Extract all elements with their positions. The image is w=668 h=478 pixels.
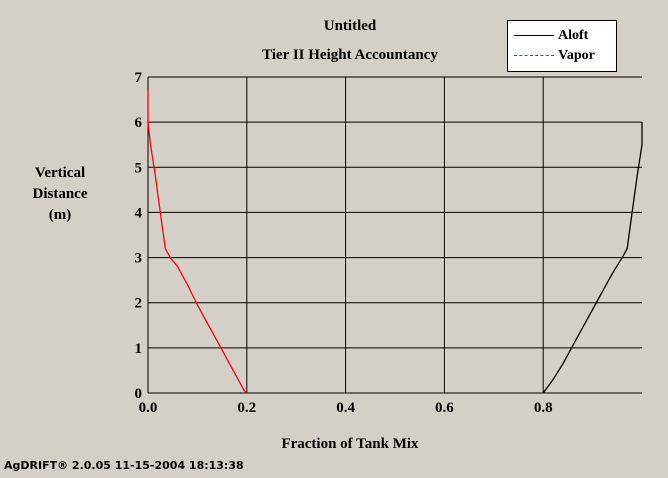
y-tick-label: 1 bbox=[135, 341, 143, 357]
x-tick-label: 0.2 bbox=[237, 400, 256, 416]
plot-background bbox=[148, 77, 642, 393]
legend-swatch-vapor bbox=[514, 55, 554, 56]
legend: Aloft Vapor bbox=[507, 20, 617, 72]
x-tick-label: 0.8 bbox=[534, 400, 553, 416]
legend-label-aloft: Aloft bbox=[558, 28, 589, 43]
y-tick-label: 4 bbox=[135, 205, 143, 221]
y-tick-label: 3 bbox=[135, 251, 143, 267]
y-tick-label: 0 bbox=[135, 386, 143, 402]
y-axis-label-line-1: Vertical bbox=[34, 165, 86, 181]
y-tick-label: 7 bbox=[135, 70, 143, 86]
y-axis-label-line-2: Distance bbox=[32, 186, 88, 202]
chart-subtitle: Tier II Height Accountancy bbox=[262, 47, 438, 63]
y-tick-label: 6 bbox=[135, 115, 143, 131]
x-tick-label: 0.0 bbox=[139, 400, 158, 416]
legend-swatch-aloft bbox=[514, 35, 554, 36]
y-tick-label: 5 bbox=[135, 160, 143, 176]
x-tick-label: 0.4 bbox=[336, 400, 355, 416]
series-line-vapor bbox=[147, 90, 248, 394]
series-line-aloft bbox=[542, 122, 643, 394]
chart-title: Untitled bbox=[323, 18, 377, 34]
x-axis-label: Fraction of Tank Mix bbox=[281, 436, 419, 452]
x-tick-label: 0.6 bbox=[435, 400, 454, 416]
y-axis-label: Vertical Distance (m) bbox=[20, 163, 100, 226]
y-axis-label-line-3: (m) bbox=[48, 207, 72, 223]
legend-item-aloft: Aloft bbox=[514, 26, 614, 46]
legend-item-vapor: Vapor bbox=[514, 46, 614, 66]
footer-version: AgDRIFT® 2.0.05 11-15-2004 18:13:38 bbox=[4, 459, 244, 472]
y-tick-label: 2 bbox=[135, 296, 143, 312]
legend-label-vapor: Vapor bbox=[558, 48, 595, 63]
